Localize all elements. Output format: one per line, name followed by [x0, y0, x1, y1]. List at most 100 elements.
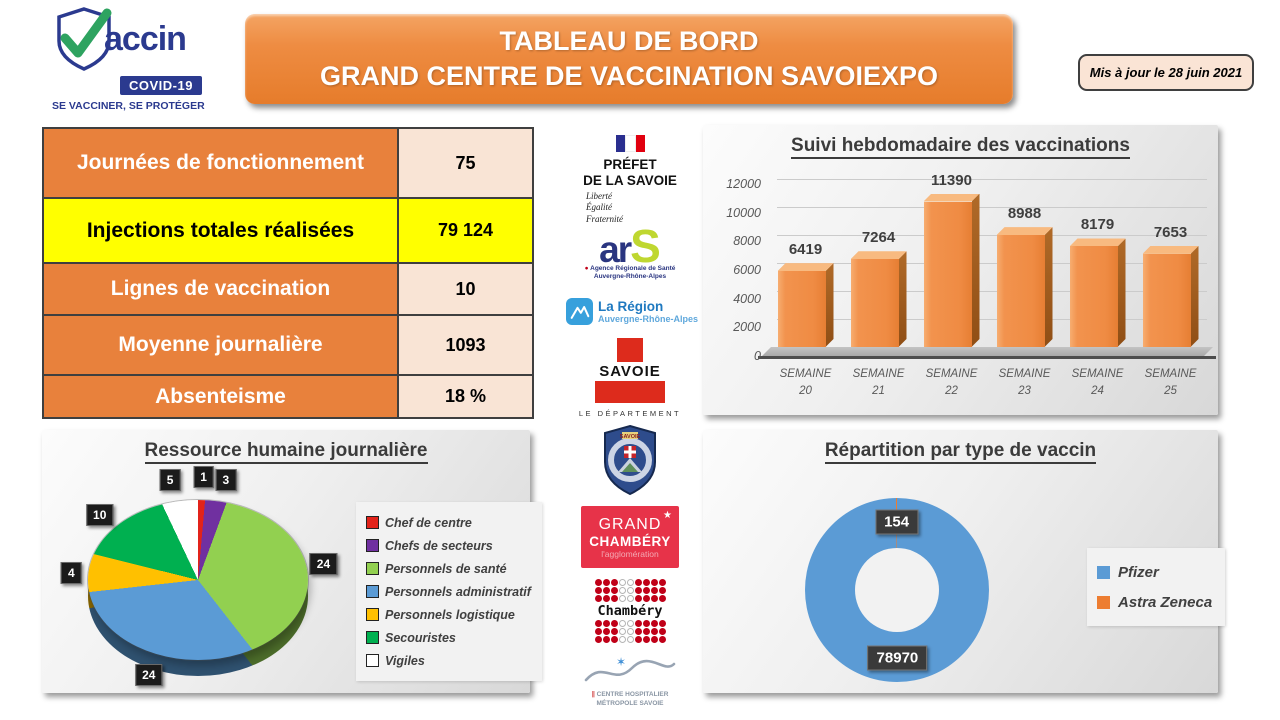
bar-value-label: 7653 — [1153, 223, 1188, 241]
bar — [850, 259, 899, 347]
kpi-value: 1093 — [399, 316, 532, 374]
kpi-table: Journées de fonctionnement 75 Injections… — [42, 127, 534, 419]
savoie-crest-logo: SAVOIE — [558, 424, 702, 501]
vaccin-covid-logo: accin COVID-19 SE VACCINER, SE PROTÉGER — [52, 4, 242, 116]
x-axis-label: SEMAINE 23 — [998, 368, 1051, 397]
dot-icon — [602, 579, 610, 586]
legend-swatch — [366, 608, 379, 621]
kpi-label: Journées de fonctionnement — [44, 129, 399, 197]
gridline — [777, 291, 1207, 292]
kpi-value: 18 % — [399, 376, 532, 417]
dot-icon — [594, 579, 602, 586]
pie-value-label: 1 — [193, 466, 214, 489]
dot-icon — [610, 595, 618, 602]
legend-label: Personnels administratif — [385, 584, 531, 599]
dot-icon — [626, 620, 634, 627]
bar — [996, 235, 1045, 347]
pie-value-label: 5 — [159, 468, 181, 491]
kpi-value: 75 — [399, 129, 532, 197]
bar-value-label: 6419 — [788, 241, 823, 259]
dot-icon — [650, 587, 658, 594]
gridline — [777, 319, 1207, 320]
legend-item: Pfizer — [1097, 557, 1215, 587]
bar-3d-top — [851, 251, 907, 259]
donut-value-label: 78970 — [867, 645, 928, 671]
dot-icon — [594, 587, 602, 594]
bar-3d-top — [1070, 238, 1126, 246]
bar-3d-side — [1191, 246, 1199, 347]
chart-title-wrap: Ressource humaine journalière — [42, 440, 530, 464]
ars-ar: ar — [599, 229, 632, 270]
dot-icon — [626, 579, 634, 586]
bar-3d-side — [972, 194, 980, 347]
mountain-sketch-icon: ✶ — [584, 655, 676, 682]
pie-value-label: 24 — [135, 663, 163, 686]
bar-3d-side — [1118, 238, 1126, 347]
y-axis-tick-label: 8000 — [733, 234, 761, 249]
x-axis-label: SEMAINE 25 — [1144, 368, 1197, 397]
la-region-logo: La Région Auvergne-Rhône-Alpes — [558, 298, 710, 325]
updated-date-badge: Mis à jour le 28 juin 2021 — [1078, 54, 1254, 91]
dot-icon — [650, 595, 658, 602]
dot-icon — [602, 636, 610, 643]
kpi-row-lignes: Lignes de vaccination 10 — [44, 264, 532, 316]
dot-icon — [642, 620, 650, 627]
donut-chart-title: Répartition par type de vaccin — [824, 440, 1097, 464]
dot-icon — [642, 595, 650, 602]
pie-legend: Chef de centre Chefs de secteurs Personnel… — [356, 502, 542, 681]
dot-icon — [650, 628, 658, 635]
y-axis-tick-label: 0 — [754, 349, 761, 363]
donut-value-label: 154 — [875, 509, 919, 535]
grand-chambery-block: ★ GRAND CHAMBÉRY l'agglomération — [581, 506, 679, 568]
dot-icon — [618, 636, 626, 643]
x-axis-label: SEMAINE 24 — [1071, 368, 1124, 397]
kpi-value: 10 — [399, 264, 532, 314]
kpi-row-injections: Injections totales réalisées 79 124 — [44, 199, 532, 264]
prefet-line-1: PRÉFET — [603, 157, 657, 172]
donut-hole — [855, 548, 939, 632]
title-banner: TABLEAU DE BORD GRAND CENTRE DE VACCINAT… — [245, 14, 1013, 104]
kpi-row-journees: Journées de fonctionnement 75 — [44, 129, 532, 199]
x-axis-label: SEMAINE 21 — [852, 368, 905, 397]
dot-icon — [658, 587, 666, 594]
y-axis-tick-label: 10000 — [726, 205, 761, 220]
svg-text:SAVOIE: SAVOIE — [620, 434, 641, 440]
ars-region: Auvergne-Rhône-Alpes — [593, 273, 667, 281]
dot-icon — [650, 636, 658, 643]
bar — [777, 271, 826, 347]
legend-swatch — [366, 516, 379, 529]
dot-icon — [618, 587, 626, 594]
pie-value-label: 10 — [86, 503, 114, 526]
legend-label: Chef de centre — [385, 515, 472, 530]
legend-item: Personnels de santé — [366, 557, 532, 580]
centre-hospitalier-logo: ✶ ∥ CENTRE HOSPITALIER MÉTROPOLE SAVOIE — [558, 655, 702, 709]
dot-icon — [650, 579, 658, 586]
pie-disc — [88, 500, 308, 660]
bar-3d-side — [826, 263, 834, 347]
dot-icon — [610, 636, 618, 643]
dot-icon — [634, 587, 642, 594]
dot-icon — [658, 595, 666, 602]
motto-egalite: Égalité — [586, 202, 612, 213]
gridline — [777, 179, 1207, 180]
shield-check-icon — [57, 7, 112, 71]
dot-icon — [618, 595, 626, 602]
dot-icon — [642, 636, 650, 643]
prefet-motto: Liberté Égalité Fraternité — [586, 191, 646, 225]
dot-icon — [610, 620, 618, 627]
bar-3d-side — [899, 251, 907, 347]
banner-line-1: TABLEAU DE BORD — [499, 26, 759, 56]
y-axis-tick-label: 12000 — [726, 176, 761, 191]
savoie-departement-label: LE DÉPARTEMENT — [578, 409, 682, 418]
dot-icon — [626, 636, 634, 643]
legend-swatch — [366, 562, 379, 575]
dot-icon — [594, 620, 602, 627]
bar-chart-title: Suivi hebdomadaire des vaccinations — [791, 135, 1130, 159]
dot-icon — [602, 628, 610, 635]
dot-icon — [642, 579, 650, 586]
bar-value-label: 11390 — [931, 171, 972, 189]
legend-item: Personnels administratif — [366, 580, 532, 603]
dot-icon — [626, 595, 634, 602]
star-icon: ★ — [663, 510, 672, 521]
